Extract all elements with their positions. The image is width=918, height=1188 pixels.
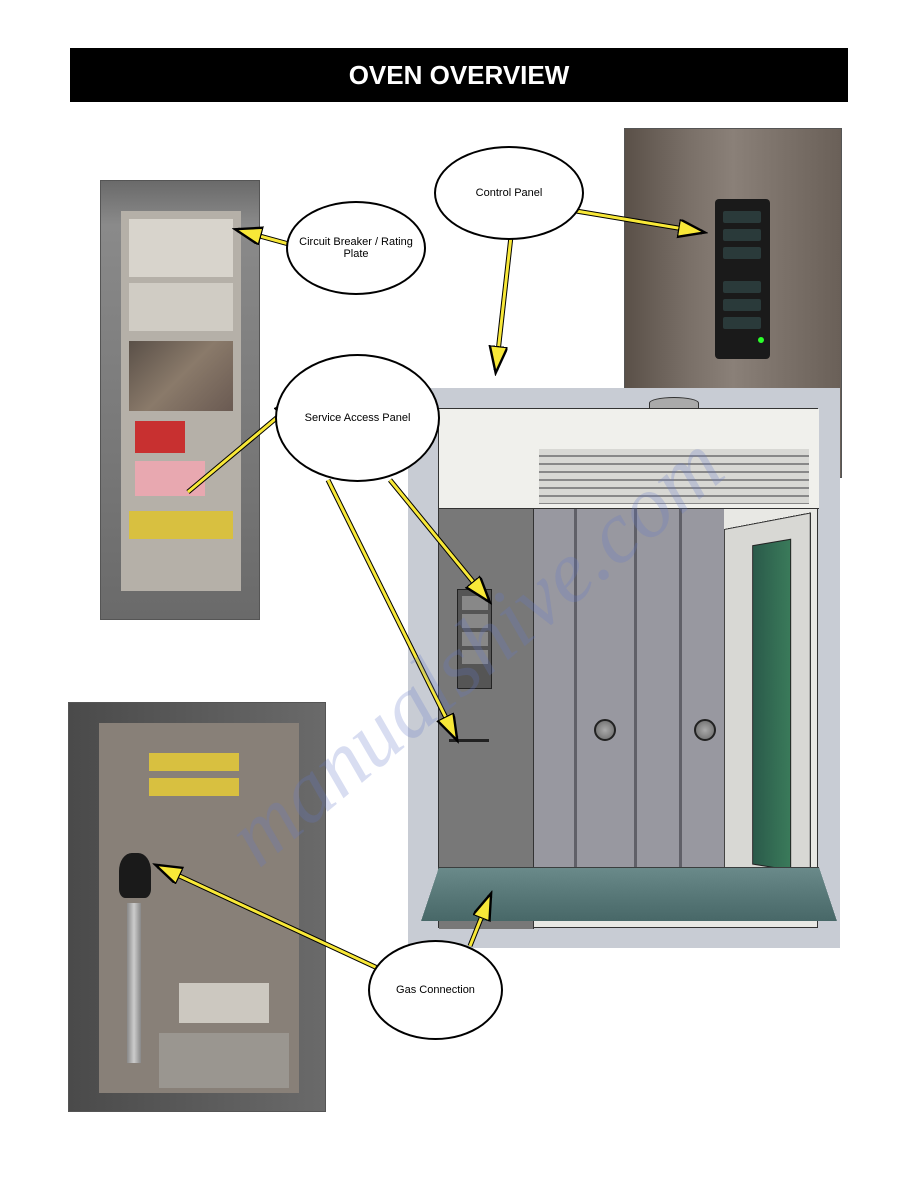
interior-seam [574, 509, 577, 879]
power-led-icon [758, 337, 764, 343]
oven-body [438, 408, 818, 928]
callout-label: Gas Connection [396, 984, 475, 996]
panel-button [462, 650, 488, 664]
panel-inner [121, 211, 241, 591]
callout-control-panel: Control Panel [434, 146, 584, 240]
callout-label: Control Panel [476, 187, 543, 199]
warning-label-red [135, 421, 185, 453]
warning-label-pink [135, 461, 205, 496]
oven-interior [534, 509, 724, 879]
service-panel-photo [100, 180, 260, 620]
door-window [752, 539, 791, 871]
oven-diagram [408, 388, 840, 948]
door-handle [449, 739, 489, 742]
inspection-window [129, 341, 233, 411]
control-display [715, 199, 770, 359]
control-column [439, 509, 534, 929]
hood-vents [539, 449, 809, 504]
callout-gas: Gas Connection [368, 940, 503, 1040]
caution-label [129, 511, 233, 539]
ctrl-button [723, 247, 761, 259]
caution-sticker [149, 778, 239, 796]
door-latch [694, 719, 716, 741]
panel-button [462, 596, 488, 610]
ctrl-button [723, 299, 761, 311]
gas-regulator [159, 1033, 289, 1088]
callout-label: Circuit Breaker / Rating Plate [294, 236, 418, 260]
spec-plate [179, 983, 269, 1023]
caution-sticker [149, 753, 239, 771]
callout-breaker: Circuit Breaker / Rating Plate [286, 201, 426, 295]
gas-connection-photo [68, 702, 326, 1112]
gas-pipe [127, 903, 141, 1063]
oven-floor [421, 867, 837, 921]
door-latch [594, 719, 616, 741]
ctrl-button [723, 211, 761, 223]
interior-seam [679, 509, 682, 879]
control-panel-diagram [457, 589, 492, 689]
oven-hood [439, 409, 819, 509]
ctrl-button [723, 317, 761, 329]
ctrl-button [723, 281, 761, 293]
rating-plate [129, 219, 233, 277]
exhaust-stack [649, 397, 699, 409]
interior-seam [634, 509, 637, 879]
ctrl-button [723, 229, 761, 241]
breaker-cover [129, 283, 233, 331]
banner-text: OVEN OVERVIEW [349, 60, 570, 91]
gas-shutoff-valve [119, 853, 151, 898]
callout-service-panel: Service Access Panel [275, 354, 440, 482]
oven-door [724, 512, 811, 905]
panel-button [462, 632, 488, 646]
gas-panel [99, 723, 299, 1093]
page-banner: OVEN OVERVIEW [70, 48, 848, 102]
callout-label: Service Access Panel [305, 412, 411, 424]
panel-button [462, 614, 488, 628]
